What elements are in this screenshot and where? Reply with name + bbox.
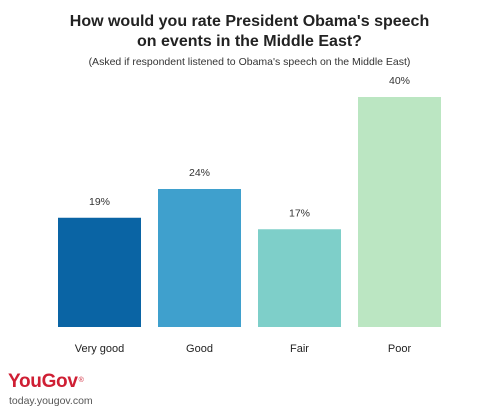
data-label: 17% (289, 207, 310, 219)
logo-text: YouGov (8, 371, 78, 392)
category-label: Fair (290, 343, 309, 355)
category-label: Good (186, 343, 213, 355)
chart-title-line-1: How would you rate President Obama's spe… (69, 13, 430, 30)
category-label: Very good (75, 343, 125, 355)
bar-good (158, 189, 241, 327)
chart-title: How would you rate President Obama's spe… (0, 12, 499, 52)
bar-fair (258, 229, 341, 327)
yougov-logo: YouGov® (8, 371, 84, 392)
chart-title-line-2: on events in the Middle East? (137, 33, 362, 50)
bar-poor (358, 97, 441, 327)
chart-subtitle: (Asked if respondent listened to Obama's… (88, 56, 411, 68)
category-label: Poor (388, 343, 412, 355)
data-label: 40% (389, 75, 410, 87)
data-label: 24% (189, 167, 210, 179)
data-label: 19% (89, 196, 110, 208)
bar-very-good (58, 217, 141, 327)
registered-mark: ® (78, 377, 84, 384)
site-url: today.yougov.com (9, 395, 93, 407)
